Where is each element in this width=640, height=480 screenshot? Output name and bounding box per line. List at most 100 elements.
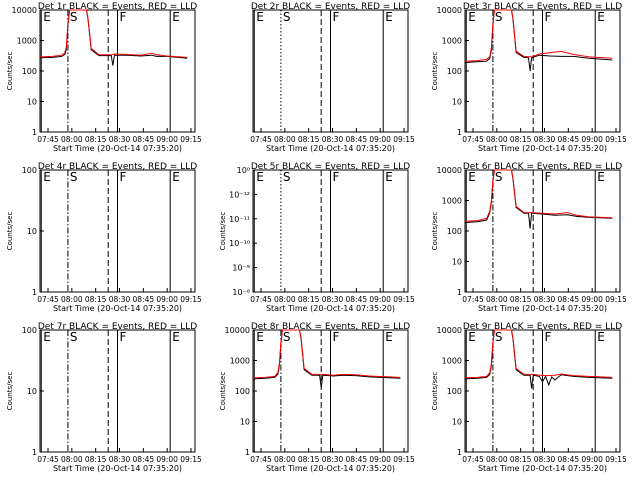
x-axis-label: Start Time (20-Oct-14 07:35:20) (266, 144, 395, 153)
x-tick-label: 07:45 (37, 455, 59, 464)
x-tick-label: 07:45 (250, 135, 272, 144)
x-tick-label: 09:15 (393, 135, 415, 144)
marker-label: E (256, 170, 264, 184)
x-tick-label: 08:30 (534, 295, 556, 304)
marker-label: E (43, 330, 51, 344)
x-tick-label: 08:00 (274, 295, 296, 304)
y-tick-label: 1 (457, 288, 462, 297)
marker-label: S (495, 170, 503, 184)
marker-label: E (172, 10, 180, 24)
y-axis-label: Counts/sec (219, 372, 227, 411)
marker-label: E (468, 170, 476, 184)
y-tick-label: 1000 (17, 37, 37, 46)
y-axis-label: Counts/sec (431, 212, 439, 251)
chart-title: Det 2r BLACK = Events, RED = LLD (251, 2, 410, 12)
y-tick-label: 10 (240, 418, 250, 427)
x-tick-label: 09:00 (581, 295, 603, 304)
marker-label: E (43, 10, 51, 24)
x-tick-label: 08:45 (558, 295, 580, 304)
chart-title: Det 5r BLACK = Events, RED = LLD (251, 162, 410, 172)
y-tick-label: 1 (457, 128, 462, 137)
x-tick-label: 09:15 (605, 455, 627, 464)
x-axis-label: Start Time (20-Oct-14 07:35:20) (53, 144, 182, 153)
x-tick-label: 09:15 (393, 295, 415, 304)
marker-label: S (283, 170, 291, 184)
marker-label: F (120, 10, 127, 24)
chart-title: Det 3r BLACK = Events, RED = LLD (463, 2, 622, 12)
x-tick-label: 09:00 (581, 135, 603, 144)
x-tick-label: 08:00 (61, 295, 83, 304)
x-tick-label: 08:30 (109, 295, 131, 304)
x-tick-label: 08:30 (534, 455, 556, 464)
chart-title: Det 9r BLACK = Events, RED = LLD (463, 322, 622, 332)
y-tick-label: 10000 (12, 6, 37, 15)
marker-label: S (495, 330, 503, 344)
series-line-events (464, 9, 613, 72)
chart-title: Det 7r BLACK = Events, RED = LLD (38, 322, 197, 332)
series-line-events (464, 329, 613, 389)
x-tick-label: 08:45 (558, 455, 580, 464)
y-tick-label: 10⁻¹¹ (229, 215, 250, 224)
series-line-events (39, 9, 188, 66)
x-tick-label: 08:00 (486, 295, 508, 304)
marker-label: E (597, 170, 605, 184)
x-tick-label: 09:00 (369, 135, 391, 144)
marker-label: E (468, 330, 476, 344)
x-axis-label: Start Time (20-Oct-14 07:35:20) (478, 464, 607, 473)
x-tick-label: 08:30 (109, 455, 131, 464)
x-tick-label: 08:45 (133, 295, 155, 304)
x-tick-label: 07:45 (462, 135, 484, 144)
x-tick-label: 08:00 (61, 135, 83, 144)
series-line-lld (464, 9, 613, 62)
y-tick-label: 1 (32, 288, 37, 297)
x-tick-label: 08:00 (486, 135, 508, 144)
x-tick-label: 08:45 (346, 455, 368, 464)
y-tick-label: 10⁻¹² (229, 190, 250, 199)
marker-label: E (597, 330, 605, 344)
series-line-lld (252, 329, 401, 379)
x-tick-label: 09:15 (180, 295, 202, 304)
panel-det6: Det 6r BLACK = Events, RED = LLD 1 10 100 10… (431, 162, 627, 313)
y-tick-label: 100 (22, 67, 37, 76)
y-tick-label: 10⁻⁸ (232, 288, 250, 297)
y-tick-label: 1000 (230, 357, 250, 366)
x-tick-label: 08:00 (486, 455, 508, 464)
marker-label: E (43, 170, 51, 184)
chart-title: Det 4r BLACK = Events, RED = LLD (38, 162, 197, 172)
chart-title: Det 8r BLACK = Events, RED = LLD (251, 322, 410, 332)
x-tick-label: 08:45 (133, 135, 155, 144)
x-tick-label: 07:45 (250, 455, 272, 464)
x-tick-label: 08:45 (558, 135, 580, 144)
x-tick-label: 08:00 (274, 455, 296, 464)
y-tick-label: 10 (452, 418, 462, 427)
x-tick-label: 08:15 (298, 135, 320, 144)
x-axis-label: Start Time (20-Oct-14 07:35:20) (478, 144, 607, 153)
panel-det5: Det 5r BLACK = Events, RED = LLD 10⁻⁸ 10⁻⁹… (219, 162, 415, 313)
x-tick-label: 07:45 (37, 295, 59, 304)
y-tick-label: 10 (452, 258, 462, 267)
marker-label: E (172, 170, 180, 184)
y-tick-label: 10 (27, 98, 37, 107)
x-tick-label: 08:45 (346, 135, 368, 144)
y-axis-label: Counts/sec (6, 212, 14, 251)
x-tick-label: 08:45 (133, 455, 155, 464)
y-tick-label: 100 (22, 166, 37, 175)
y-tick-label: 10000 (437, 166, 462, 175)
x-tick-label: 09:15 (180, 455, 202, 464)
x-axis-label: Start Time (20-Oct-14 07:35:20) (53, 464, 182, 473)
y-tick-label: 100 (447, 67, 462, 76)
y-tick-label: 100 (447, 387, 462, 396)
x-tick-label: 08:30 (322, 295, 344, 304)
x-tick-label: 09:00 (581, 455, 603, 464)
panel-det9: Det 9r BLACK = Events, RED = LLD 1 10 100 10… (431, 322, 627, 473)
y-tick-label: 1000 (442, 37, 462, 46)
y-tick-label: 1 (32, 128, 37, 137)
marker-label: F (545, 10, 552, 24)
marker-label: F (333, 10, 340, 24)
x-tick-label: 08:15 (85, 455, 107, 464)
y-axis-label: Counts/sec (431, 372, 439, 411)
x-tick-label: 08:15 (85, 295, 107, 304)
x-tick-label: 08:00 (274, 135, 296, 144)
